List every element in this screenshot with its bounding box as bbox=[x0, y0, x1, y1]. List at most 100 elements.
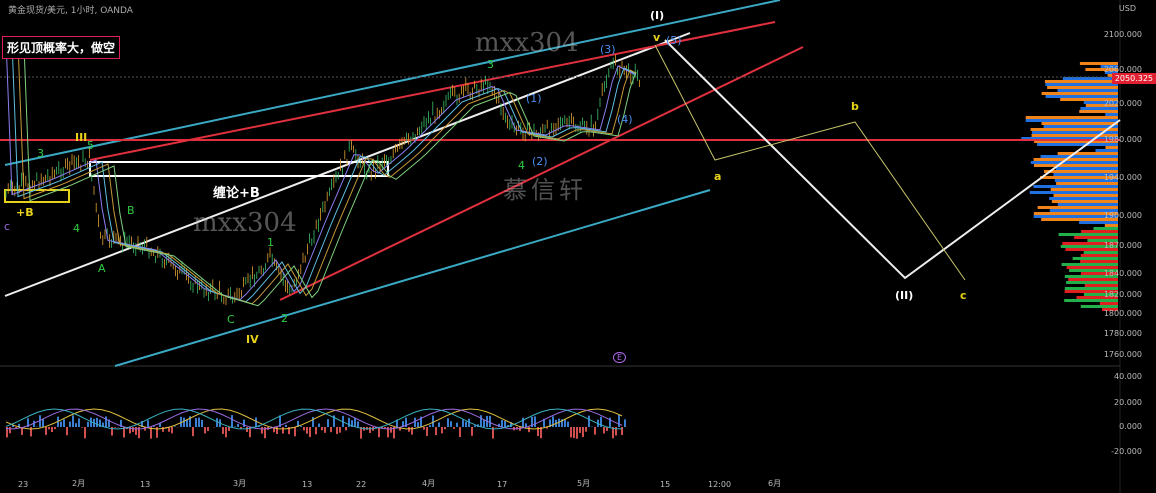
oscillator-bar bbox=[453, 427, 455, 429]
wave-label-plusB: +B bbox=[16, 206, 34, 219]
oscillator-bar bbox=[48, 427, 50, 430]
event-marker[interactable]: E bbox=[613, 352, 627, 363]
wave-label-II: (II) bbox=[895, 289, 914, 302]
oscillator-bar bbox=[30, 427, 32, 437]
y-tick-label: 1820.000 bbox=[1103, 290, 1142, 299]
wave-label-blue-3: (3) bbox=[600, 43, 616, 56]
oscillator-bar bbox=[189, 416, 191, 427]
volume-profile-bar bbox=[1033, 215, 1118, 218]
oscillator-line bbox=[5, 408, 623, 430]
consolidation-box bbox=[89, 161, 389, 177]
oscillator-bar bbox=[33, 420, 35, 427]
oscillator-bar bbox=[285, 424, 287, 427]
oscillator-bar bbox=[159, 422, 161, 427]
oscillator-bar bbox=[450, 421, 452, 427]
wave-label-blue-2: (2) bbox=[532, 155, 548, 168]
wave-label-v: v bbox=[653, 31, 661, 44]
volume-profile-bar bbox=[1047, 86, 1118, 89]
oscillator-bar bbox=[129, 427, 131, 434]
volume-profile-bar bbox=[1084, 284, 1118, 287]
oscillator-bar bbox=[429, 425, 431, 427]
x-tick-label: 5月 bbox=[577, 479, 591, 488]
oscillator-bar bbox=[27, 418, 29, 427]
volume-profile-bar bbox=[1031, 134, 1118, 137]
volume-profile-bar bbox=[1076, 296, 1118, 299]
oscillator-bar bbox=[303, 427, 305, 431]
x-tick-label: 12:00 bbox=[708, 480, 732, 489]
oscillator-bar bbox=[237, 423, 239, 427]
oscillator-bar bbox=[360, 427, 362, 439]
oscillator-bar bbox=[351, 420, 353, 427]
volume-profile-bar bbox=[1041, 92, 1118, 95]
projection-white bbox=[664, 39, 1121, 280]
volume-profile-bar bbox=[1025, 119, 1118, 122]
volume-profile-bar bbox=[1061, 263, 1118, 266]
channel-line-cyan-upper bbox=[4, 0, 781, 166]
x-tick-label: 6月 bbox=[768, 479, 782, 488]
channel-line-red-upper bbox=[89, 21, 776, 161]
oscillator-bar bbox=[417, 422, 419, 427]
oscillator-bar bbox=[432, 415, 434, 427]
volume-profile-bar bbox=[1087, 239, 1118, 242]
oscillator-bar bbox=[567, 421, 569, 427]
oscillator-bar bbox=[330, 427, 332, 433]
oscillator-bar bbox=[603, 427, 605, 434]
oscillator-bar bbox=[483, 419, 485, 427]
oscillator-bar bbox=[564, 419, 566, 427]
oscillator-bar bbox=[621, 427, 623, 436]
oscillator-bar bbox=[537, 427, 539, 437]
oscillator-bar bbox=[78, 418, 80, 427]
oscillator-bar bbox=[468, 418, 470, 427]
current-price-tag: 2050.325 bbox=[1111, 73, 1156, 84]
oscillator-bar bbox=[84, 427, 86, 439]
oscillator-bar bbox=[288, 427, 290, 435]
oscillator-bar bbox=[306, 427, 308, 434]
oscillator-bar bbox=[201, 419, 203, 427]
x-tick-label: 13 bbox=[302, 480, 313, 489]
volume-profile-bar bbox=[1040, 155, 1118, 158]
wave-label-c-small: c bbox=[4, 220, 11, 233]
oscillator-bar bbox=[144, 427, 146, 431]
currency-label: USD bbox=[1118, 4, 1136, 13]
volume-profile-bar bbox=[1045, 83, 1118, 86]
oscillator-bar bbox=[333, 415, 335, 427]
y-tick-label: 1980.000 bbox=[1103, 135, 1142, 144]
volume-profile-bar bbox=[1055, 167, 1118, 170]
oscillator-bar bbox=[225, 427, 227, 438]
oscillator-bar bbox=[579, 427, 581, 433]
volume-profile-bar bbox=[1066, 281, 1118, 284]
volume-profile-bar bbox=[1095, 149, 1118, 152]
x-tick-label: 2月 bbox=[72, 479, 86, 488]
oscillator-bar bbox=[264, 427, 266, 439]
chart-header: 黄金现货/美元, 1小时, OANDA bbox=[8, 6, 133, 16]
oscillator-bar bbox=[471, 427, 473, 436]
oscillator-bar bbox=[108, 419, 110, 427]
volume-profile-bar bbox=[1044, 170, 1118, 173]
volume-profile-bar bbox=[1080, 260, 1118, 263]
volume-profile-bar bbox=[1056, 182, 1118, 185]
oscillator-bar bbox=[138, 427, 140, 439]
oscillator-bar bbox=[441, 427, 443, 434]
volume-profile-bar bbox=[1049, 197, 1118, 200]
volume-profile-bar bbox=[1079, 62, 1118, 65]
oscillator-bar bbox=[414, 417, 416, 427]
volume-profile-bar bbox=[1080, 254, 1118, 257]
oscillator-bar bbox=[207, 427, 209, 431]
oscillator-bar bbox=[474, 425, 476, 427]
oscillator-bar bbox=[132, 427, 134, 432]
oscillator-bar bbox=[573, 427, 575, 438]
oscillator-bar bbox=[336, 427, 338, 435]
oscillator-bar bbox=[561, 419, 563, 427]
volume-profile-bar bbox=[1104, 71, 1118, 74]
oscillator-bar bbox=[309, 427, 311, 438]
volume-profile bbox=[1021, 62, 1118, 311]
volume-profile-bar bbox=[1080, 305, 1118, 308]
volume-profile-bar bbox=[1069, 269, 1118, 272]
volume-profile-bar bbox=[1100, 65, 1118, 68]
volume-profile-bar bbox=[1079, 221, 1118, 224]
oscillator-bar bbox=[186, 419, 188, 427]
wave-label-a: a bbox=[714, 170, 722, 183]
volume-profile-bar bbox=[1105, 146, 1118, 149]
oscillator-bar bbox=[387, 427, 389, 438]
